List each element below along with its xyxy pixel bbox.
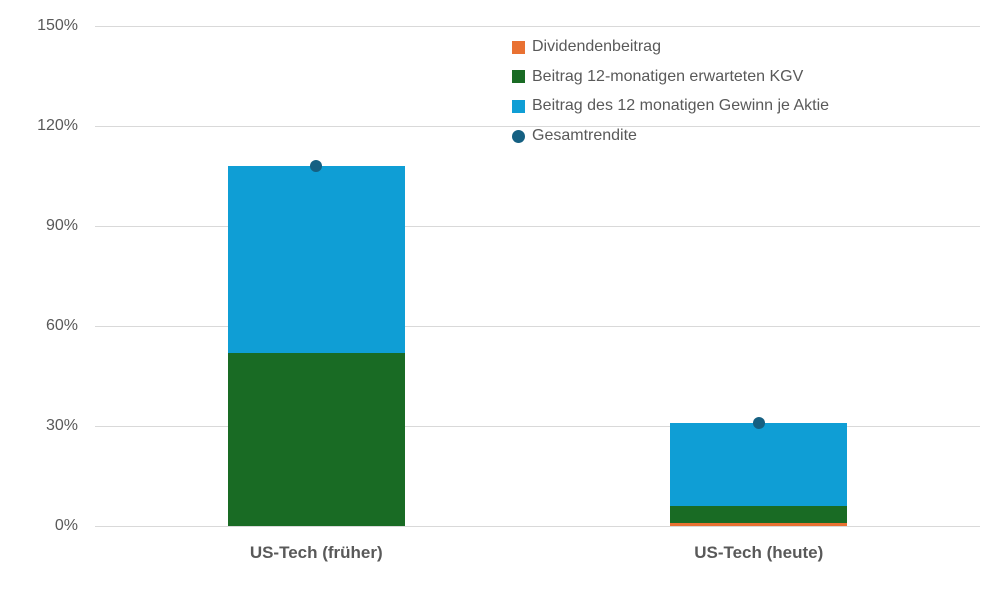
legend-item-gesamtrendite: Gesamtrendite — [512, 121, 829, 151]
gridline — [95, 125, 980, 127]
category-label-us-tech-frueher: US-Tech (früher) — [249, 543, 383, 562]
category-label-us-tech-heute: US-Tech (heute) — [694, 543, 824, 562]
bar-segment — [670, 506, 848, 523]
y-tick-label: 60% — [45, 317, 78, 334]
legend-marker-circle-teal — [512, 129, 525, 143]
legend-label: Dividendenbeitrag — [532, 38, 661, 56]
total-return-marker — [310, 160, 323, 172]
legend-item-gewinn-beitrag: Beitrag des 12 monatigen Gewinn je Aktie — [512, 92, 829, 122]
total-return-marker — [752, 416, 765, 429]
legend-item-kgv-beitrag: Beitrag 12-monatigen erwarteten KGV — [512, 62, 829, 92]
bar-segment — [670, 422, 848, 506]
gridline — [95, 25, 980, 27]
legend-label: Gesamtrendite — [532, 127, 637, 145]
y-tick-label: 0% — [54, 517, 78, 534]
y-tick-label: 120% — [37, 117, 78, 134]
gridline — [95, 225, 980, 227]
plot-area — [95, 25, 980, 527]
legend-swatch-square-green — [512, 70, 525, 84]
legend-swatch-square-orange — [512, 40, 525, 54]
legend-swatch-square-blue — [512, 99, 525, 113]
gridline — [95, 325, 980, 327]
bar-segment — [227, 166, 405, 353]
y-tick-label: 150% — [37, 17, 78, 34]
y-tick-label: 30% — [45, 417, 78, 434]
x-axis: US-Tech (früher) US-Tech (heute) — [95, 543, 980, 563]
legend: Dividendenbeitrag Beitrag 12-monatigen e… — [512, 33, 829, 151]
legend-item-dividendenbeitrag: Dividendenbeitrag — [512, 33, 829, 63]
y-tick-label: 90% — [45, 217, 78, 234]
bar-segment — [670, 522, 848, 526]
gridline — [95, 425, 980, 427]
bar-segment — [227, 352, 405, 526]
legend-label: Beitrag des 12 monatigen Gewinn je Aktie — [532, 97, 830, 115]
legend-label: Beitrag 12-monatigen erwarteten KGV — [532, 67, 804, 85]
gridline — [95, 525, 980, 527]
